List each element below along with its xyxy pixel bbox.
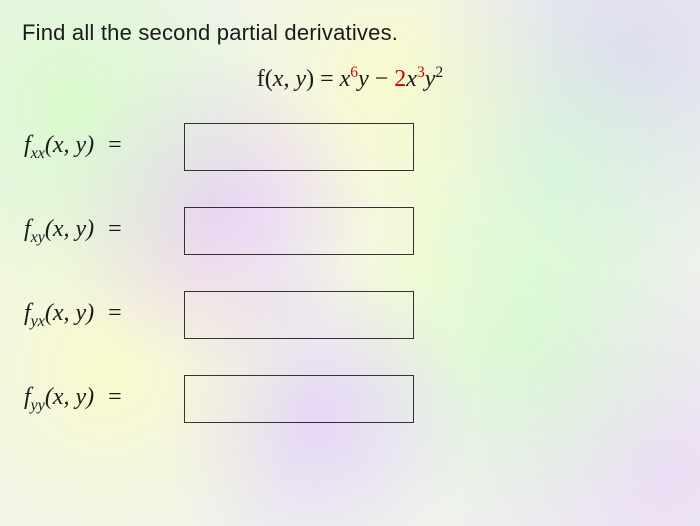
- row-fxx: fxx(x, y) =: [22, 123, 678, 171]
- label-fyy: fyy(x, y) =: [22, 384, 184, 415]
- input-fyx[interactable]: [184, 291, 414, 339]
- input-fxx[interactable]: [184, 123, 414, 171]
- row-fyx: fyx(x, y) =: [22, 291, 678, 339]
- question-prompt: Find all the second partial derivatives.: [22, 20, 678, 46]
- row-fyy: fyy(x, y) =: [22, 375, 678, 423]
- input-fxy[interactable]: [184, 207, 414, 255]
- function-definition: f(x, y) = x6y − 2x3y2: [22, 64, 678, 93]
- row-fxy: fxy(x, y) =: [22, 207, 678, 255]
- label-fxx: fxx(x, y) =: [22, 132, 184, 163]
- input-fyy[interactable]: [184, 375, 414, 423]
- label-fyx: fyx(x, y) =: [22, 300, 184, 331]
- label-fxy: fxy(x, y) =: [22, 216, 184, 247]
